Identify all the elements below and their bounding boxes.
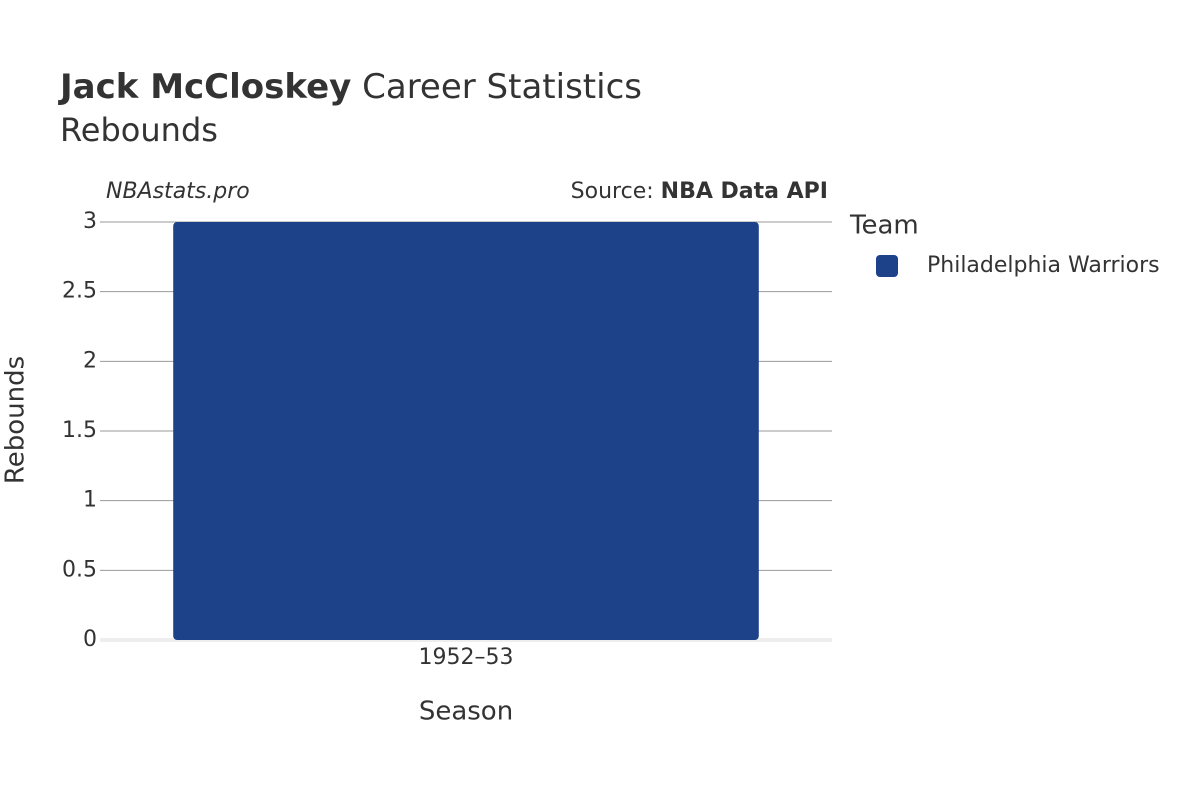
- y-tick-label: 3: [83, 209, 97, 234]
- y-tick-label: 1.5: [62, 418, 97, 443]
- title-name: Jack McCloskey: [58, 67, 351, 107]
- source-name: NBA Data API: [661, 179, 828, 204]
- y-tick-label: 2: [83, 348, 97, 373]
- legend-swatch: [876, 255, 898, 277]
- chart-subtitle: Rebounds: [60, 111, 218, 149]
- y-axis-label: Rebounds: [1, 356, 31, 484]
- y-tick-label: 0: [83, 627, 97, 652]
- title-text: Career Statistics: [362, 67, 642, 107]
- y-tick-label: 0.5: [62, 557, 97, 582]
- y-tick-label: 2.5: [62, 279, 97, 304]
- legend-label: Philadelphia Warriors: [927, 253, 1160, 278]
- x-tick-label: 1952–53: [419, 645, 514, 670]
- bar: [173, 222, 759, 640]
- source: Source: NBA Data API: [571, 179, 828, 204]
- x-axis-label: Season: [419, 697, 513, 727]
- legend-title: Team: [849, 211, 919, 241]
- chart-title: Jack McCloskey Career Statistics: [58, 67, 642, 107]
- watermark: NBAstats.pro: [106, 179, 250, 204]
- y-tick-label: 1: [83, 488, 97, 513]
- source-label: Source:: [571, 179, 654, 204]
